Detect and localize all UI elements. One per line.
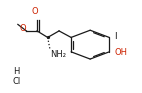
Text: OH: OH: [114, 48, 127, 57]
Text: NH₂: NH₂: [51, 50, 66, 58]
Text: I: I: [114, 32, 117, 41]
Text: H: H: [13, 67, 19, 76]
Text: Cl: Cl: [12, 77, 20, 86]
Text: O: O: [19, 24, 26, 33]
Text: O: O: [32, 7, 38, 16]
